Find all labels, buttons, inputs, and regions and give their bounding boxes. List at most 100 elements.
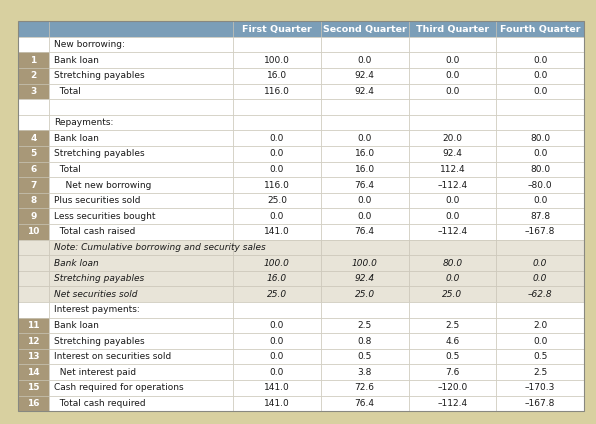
Bar <box>49 255 233 271</box>
Text: Bank loan: Bank loan <box>54 134 99 143</box>
Bar <box>18 333 49 349</box>
Bar <box>409 287 496 302</box>
Bar <box>496 396 584 411</box>
Bar <box>18 177 49 193</box>
Text: 0.0: 0.0 <box>445 196 460 205</box>
Text: 0.0: 0.0 <box>270 321 284 330</box>
Bar <box>18 287 49 302</box>
Bar <box>496 146 584 162</box>
Bar <box>409 302 496 318</box>
Text: 0.0: 0.0 <box>358 134 372 143</box>
Bar <box>18 240 49 255</box>
Text: Plus securities sold: Plus securities sold <box>54 196 140 205</box>
Bar <box>496 271 584 287</box>
Bar <box>233 365 321 380</box>
Bar <box>409 209 496 224</box>
Text: 9: 9 <box>30 212 36 221</box>
Text: Total cash raised: Total cash raised <box>54 227 135 236</box>
Bar <box>233 380 321 396</box>
Text: 100.0: 100.0 <box>352 259 378 268</box>
Text: 92.4: 92.4 <box>355 87 375 96</box>
Bar <box>233 333 321 349</box>
Text: 100.0: 100.0 <box>264 259 290 268</box>
Text: 0.0: 0.0 <box>270 368 284 377</box>
Bar <box>409 53 496 68</box>
Text: 116.0: 116.0 <box>264 181 290 190</box>
Bar <box>233 224 321 240</box>
Text: Bank loan: Bank loan <box>54 259 98 268</box>
Text: 0.0: 0.0 <box>533 87 547 96</box>
Text: 92.4: 92.4 <box>355 71 375 80</box>
Bar <box>49 240 233 255</box>
Bar <box>321 396 408 411</box>
Bar <box>233 162 321 177</box>
Text: 0.0: 0.0 <box>445 71 460 80</box>
Bar <box>49 99 233 115</box>
Text: New borrowing:: New borrowing: <box>54 40 125 49</box>
Text: Interest payments:: Interest payments: <box>54 305 139 314</box>
Bar <box>409 224 496 240</box>
Text: 2.5: 2.5 <box>358 321 372 330</box>
Text: 141.0: 141.0 <box>264 383 290 392</box>
Bar <box>321 209 408 224</box>
Bar <box>321 99 408 115</box>
Bar <box>321 255 408 271</box>
Bar <box>496 255 584 271</box>
Text: 92.4: 92.4 <box>442 149 462 158</box>
Bar <box>49 53 233 68</box>
Text: Second Quarter: Second Quarter <box>323 25 406 33</box>
Text: Cash required for operations: Cash required for operations <box>54 383 184 392</box>
Bar <box>49 380 233 396</box>
Text: 0.0: 0.0 <box>445 274 460 283</box>
Text: –62.8: –62.8 <box>528 290 552 299</box>
Text: 80.0: 80.0 <box>530 165 550 174</box>
Bar <box>233 396 321 411</box>
Text: 13: 13 <box>27 352 40 361</box>
Text: 0.0: 0.0 <box>358 56 372 65</box>
Bar <box>233 240 321 255</box>
Bar <box>18 302 49 318</box>
Bar <box>18 68 49 84</box>
Bar <box>18 99 49 115</box>
Bar <box>321 146 408 162</box>
Bar <box>18 53 49 68</box>
Bar <box>409 115 496 131</box>
Bar <box>409 84 496 99</box>
Bar <box>18 365 49 380</box>
Bar <box>233 302 321 318</box>
Text: 12: 12 <box>27 337 40 346</box>
Bar <box>496 53 584 68</box>
Text: Repayments:: Repayments: <box>54 118 113 127</box>
Bar <box>321 240 408 255</box>
Bar <box>496 224 584 240</box>
Bar <box>233 287 321 302</box>
Bar <box>49 21 233 37</box>
Bar <box>49 162 233 177</box>
Text: –112.4: –112.4 <box>437 181 467 190</box>
Bar <box>496 302 584 318</box>
Bar <box>18 84 49 99</box>
Bar <box>49 396 233 411</box>
Bar <box>409 193 496 209</box>
Text: Net securities sold: Net securities sold <box>54 290 137 299</box>
Text: –167.8: –167.8 <box>525 399 555 408</box>
Text: Bank loan: Bank loan <box>54 321 99 330</box>
Text: –170.3: –170.3 <box>525 383 555 392</box>
Text: Bank loan: Bank loan <box>54 56 99 65</box>
Text: 141.0: 141.0 <box>264 399 290 408</box>
Bar <box>18 21 49 37</box>
Text: 25.0: 25.0 <box>442 290 462 299</box>
Bar <box>233 68 321 84</box>
Text: 76.4: 76.4 <box>355 227 375 236</box>
Bar <box>409 255 496 271</box>
Bar <box>409 333 496 349</box>
Text: 11: 11 <box>27 321 40 330</box>
Text: 92.4: 92.4 <box>355 274 375 283</box>
Text: 0.0: 0.0 <box>270 149 284 158</box>
Bar <box>496 333 584 349</box>
Text: 141.0: 141.0 <box>264 227 290 236</box>
Bar <box>409 99 496 115</box>
Text: Fourth Quarter: Fourth Quarter <box>500 25 581 33</box>
Bar <box>496 177 584 193</box>
Bar <box>496 209 584 224</box>
